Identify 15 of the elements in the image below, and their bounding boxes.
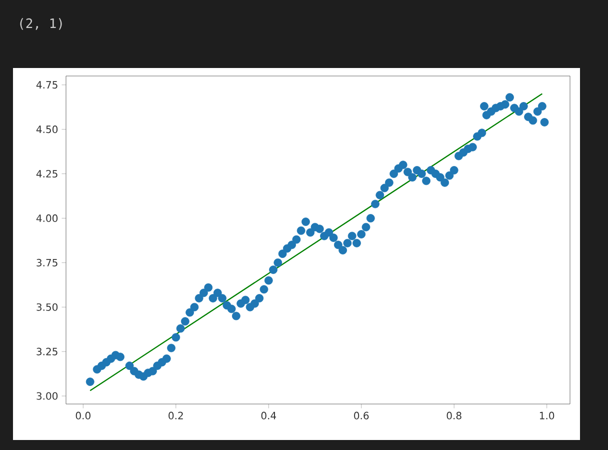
x-tick-label: 0.6: [354, 412, 369, 420]
y-tick-label: 4.00: [36, 214, 58, 222]
text: (2, 1): [20, 18, 62, 30]
x-tick-label: 0.8: [446, 412, 462, 420]
y-tick-label: 3.75: [36, 258, 58, 266]
x-tick-label: 0.4: [261, 412, 276, 420]
y-tick-label: 4.25: [36, 170, 58, 178]
x-tick-label: 0.2: [168, 412, 183, 420]
x-tick-label: 0.0: [76, 412, 90, 420]
y-tick-label: 3.25: [36, 348, 58, 356]
y-tick-label: 3.50: [36, 303, 58, 311]
x-tick-label: 1.0: [540, 412, 554, 420]
y-tick-label: 3.00: [36, 392, 58, 400]
y-tick-label: 4.50: [36, 126, 58, 134]
y-tick-label: 4.75: [36, 81, 58, 89]
